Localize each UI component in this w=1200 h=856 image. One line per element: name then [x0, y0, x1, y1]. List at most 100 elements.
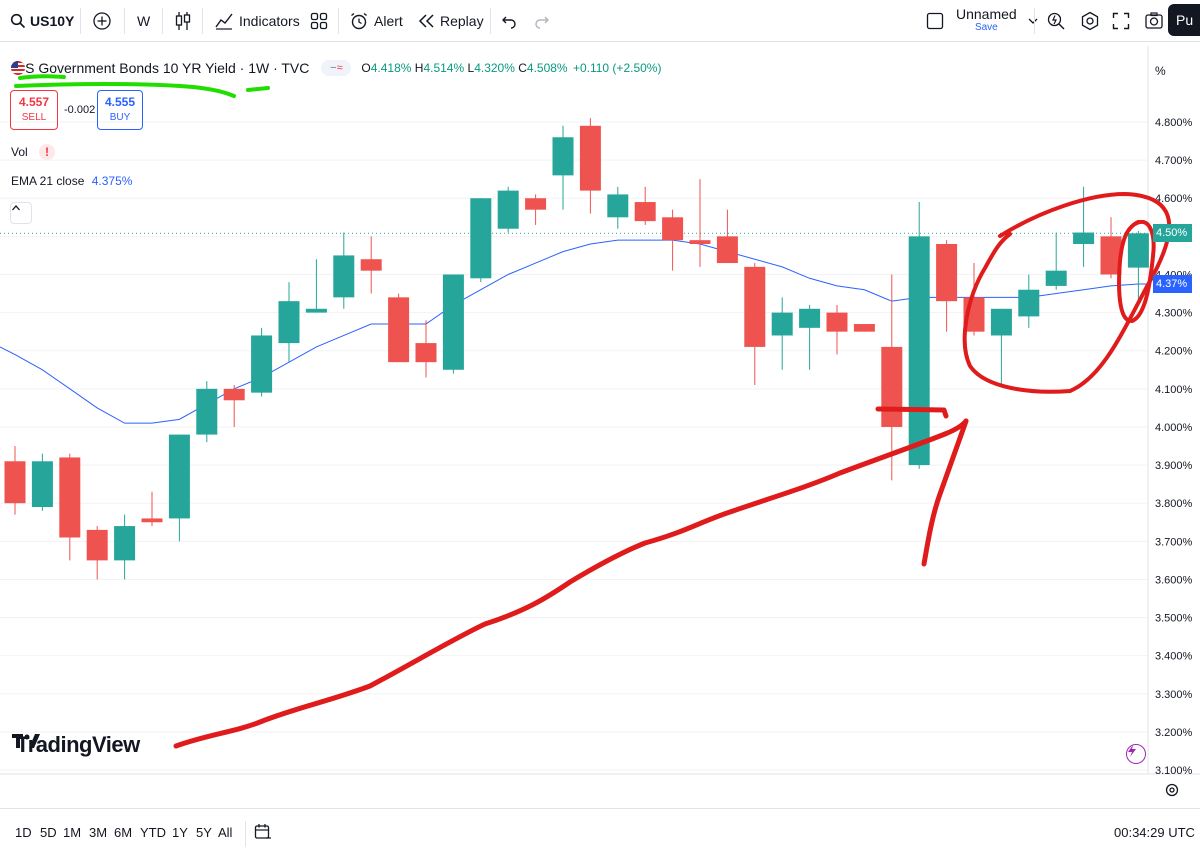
legend-main[interactable]: US Government Bonds 10 YR Yield · 1W · T… — [10, 60, 661, 76]
candle — [799, 304, 821, 370]
ema-price-tag: 4.37% — [1153, 275, 1192, 293]
price-tick-label: 3.300% — [1155, 689, 1193, 701]
undo-button[interactable] — [501, 0, 517, 42]
chevron-down-icon[interactable] — [1027, 15, 1039, 27]
candle — [168, 434, 190, 542]
range-button-1m[interactable]: 1M — [63, 825, 82, 840]
range-button-6m[interactable]: 6M — [114, 825, 133, 840]
save-link[interactable]: Save — [974, 22, 998, 33]
change-value: +0.110 (+2.50%) — [572, 61, 662, 75]
price-tick-label: 4.800% — [1155, 117, 1193, 129]
candle — [360, 236, 382, 294]
plus-circle-icon — [93, 12, 111, 30]
us-flag-icon — [11, 61, 25, 75]
calendar-icon — [254, 824, 271, 839]
lightning-button[interactable] — [1126, 744, 1146, 764]
indicators-button[interactable]: Indicators — [214, 0, 300, 42]
candles-icon — [175, 12, 191, 30]
replay-button[interactable]: Replay — [418, 0, 484, 42]
ema-value: 4.375% — [91, 174, 133, 188]
indicators-icon — [215, 13, 233, 30]
redo-button[interactable] — [534, 0, 550, 42]
range-button-1d[interactable]: 1D — [15, 825, 32, 840]
range-button-3m[interactable]: 3M — [89, 825, 108, 840]
layout-button[interactable]: Unnamed Save — [926, 0, 1039, 42]
publish-button[interactable]: Pu — [1168, 4, 1200, 36]
open-value: 4.418% — [370, 61, 412, 75]
instrument-title: US Government Bonds 10 YR Yield · 1W · T… — [15, 60, 310, 76]
wave-icon: ≈ — [336, 62, 343, 74]
candle — [196, 381, 218, 443]
price-tick-label: 3.200% — [1155, 727, 1193, 739]
volume-label: Vol — [11, 145, 28, 159]
red-big-circle — [962, 192, 1172, 394]
candle — [388, 293, 410, 363]
range-button-5d[interactable]: 5D — [40, 825, 57, 840]
price-tick-label: 4.700% — [1155, 155, 1193, 167]
date-range-button[interactable] — [254, 823, 272, 846]
square-icon — [926, 12, 944, 30]
candle — [114, 514, 136, 580]
chart-canvas[interactable]: 4.800%4.700%4.600%4.500%4.400%4.300%4.20… — [0, 46, 1200, 780]
tradingview-watermark[interactable]: TradingView — [12, 732, 140, 758]
price-tick-label: 4.000% — [1155, 422, 1193, 434]
range-button-all[interactable]: All — [218, 825, 233, 840]
alarm-clock-icon — [351, 12, 367, 30]
fullscreen-button[interactable] — [1112, 0, 1130, 42]
candle — [497, 186, 519, 233]
green-underline-symbol — [18, 74, 66, 80]
gear-icon — [1081, 11, 1099, 31]
ohlc-values: O4.418% H4.514% L4.320% C4.508% +0.110 (… — [361, 61, 662, 75]
snapshot-button[interactable] — [1144, 0, 1164, 42]
quick-search-button[interactable] — [1046, 0, 1066, 42]
collapse-legend-button[interactable] — [10, 202, 32, 224]
compare-symbol-button[interactable] — [92, 0, 112, 42]
replay-label: Replay — [440, 13, 484, 29]
chart-type-button[interactable] — [174, 0, 192, 42]
green-underline-title — [14, 82, 236, 98]
price-tick-label: 4.200% — [1155, 346, 1193, 358]
ema-legend[interactable]: EMA 21 close 4.375% — [11, 174, 132, 188]
range-button-5y[interactable]: 5Y — [196, 825, 212, 840]
candle — [552, 125, 574, 210]
undo-icon — [502, 16, 516, 29]
sell-button[interactable]: 4.557 SELL — [10, 90, 58, 130]
price-axis: 4.800%4.700%4.600%4.500%4.400%4.300%4.20… — [1155, 117, 1193, 777]
symbol-label: US10Y — [30, 13, 75, 29]
candle — [1100, 217, 1122, 279]
candle — [141, 491, 163, 527]
alert-button[interactable]: Alert — [349, 0, 403, 42]
templates-button[interactable] — [310, 0, 328, 42]
utc-clock[interactable]: 00:34:29 UTC — [1114, 825, 1195, 840]
green-underline-interval — [246, 86, 270, 92]
dash-icon: − — [330, 62, 337, 74]
price-tick-label: 3.400% — [1155, 651, 1193, 663]
candle — [1045, 232, 1067, 290]
rewind-icon — [418, 14, 434, 28]
gear-icon — [1165, 783, 1179, 797]
range-button-1y[interactable]: 1Y — [172, 825, 188, 840]
range-button-ytd[interactable]: YTD — [140, 825, 166, 840]
buy-button[interactable]: 4.555 BUY — [97, 90, 143, 130]
price-tick-label: 3.600% — [1155, 574, 1193, 586]
candle — [936, 240, 958, 332]
market-status-pill[interactable]: − ≈ — [321, 60, 352, 76]
low-value: 4.320% — [474, 61, 515, 75]
candle — [662, 209, 684, 271]
price-axis-unit[interactable]: % — [1155, 64, 1166, 78]
settings-button[interactable] — [1080, 0, 1100, 42]
warning-icon[interactable]: ! — [39, 144, 56, 160]
candle — [415, 320, 437, 378]
interval-button[interactable]: W — [137, 0, 150, 42]
high-value: 4.514% — [423, 61, 465, 75]
candle — [31, 453, 53, 511]
chart-pane[interactable]: 4.800%4.700%4.600%4.500%4.400%4.300%4.20… — [0, 46, 1200, 797]
symbol-search-button[interactable]: US10Y — [10, 0, 74, 42]
grid-icon — [310, 12, 328, 30]
candle — [4, 446, 26, 515]
candle — [251, 327, 273, 397]
candle — [1018, 274, 1040, 328]
search-lightning-icon — [1047, 12, 1065, 30]
volume-legend[interactable]: Vol ! — [11, 144, 56, 160]
red-horizontal-mark — [875, 406, 949, 419]
